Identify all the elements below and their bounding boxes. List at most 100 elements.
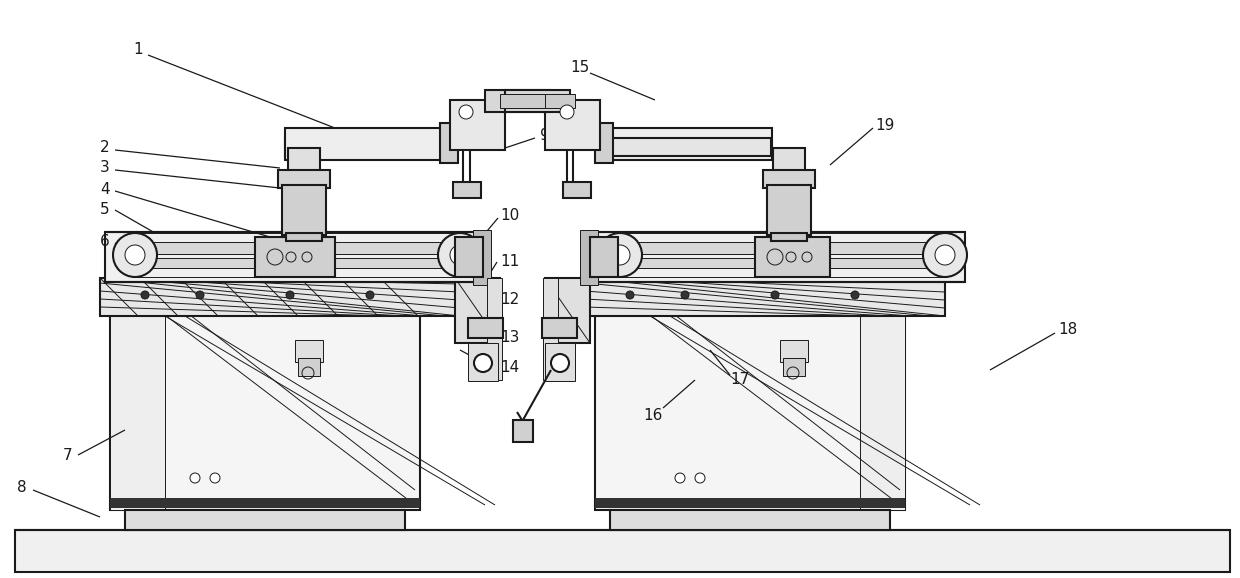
Bar bbox=[543, 325, 558, 380]
Text: 6: 6 bbox=[100, 235, 110, 250]
Circle shape bbox=[459, 105, 472, 119]
Bar bbox=[580, 230, 598, 285]
Circle shape bbox=[851, 291, 859, 299]
Circle shape bbox=[935, 245, 955, 265]
Bar bbox=[605, 242, 960, 254]
Text: 9: 9 bbox=[541, 128, 549, 143]
Bar bbox=[285, 138, 450, 156]
Bar bbox=[455, 278, 500, 343]
Bar bbox=[595, 123, 613, 163]
Text: 12: 12 bbox=[501, 292, 520, 307]
Text: 7: 7 bbox=[63, 447, 73, 462]
Bar bbox=[286, 233, 322, 241]
Bar bbox=[288, 148, 320, 236]
Bar bbox=[295, 340, 322, 362]
Text: 1: 1 bbox=[133, 43, 143, 57]
Bar bbox=[281, 185, 326, 235]
Text: 17: 17 bbox=[730, 372, 750, 387]
Bar bbox=[595, 310, 905, 510]
Text: 3: 3 bbox=[100, 161, 110, 176]
Circle shape bbox=[681, 291, 689, 299]
Bar bbox=[440, 123, 458, 163]
Bar bbox=[453, 182, 481, 198]
Bar bbox=[861, 310, 905, 510]
Circle shape bbox=[210, 473, 219, 483]
Circle shape bbox=[113, 233, 157, 277]
Circle shape bbox=[196, 291, 205, 299]
Text: 11: 11 bbox=[501, 254, 520, 269]
Circle shape bbox=[560, 105, 574, 119]
Text: 16: 16 bbox=[644, 407, 662, 423]
Bar bbox=[472, 230, 491, 285]
Bar bbox=[563, 182, 591, 198]
Bar bbox=[546, 100, 600, 150]
Circle shape bbox=[366, 291, 374, 299]
Bar bbox=[782, 358, 805, 376]
Bar bbox=[110, 310, 165, 510]
Bar bbox=[15, 530, 1230, 572]
Bar bbox=[110, 498, 420, 508]
Bar bbox=[505, 90, 570, 112]
Bar bbox=[298, 358, 320, 376]
Bar bbox=[600, 128, 773, 160]
Bar bbox=[120, 258, 475, 268]
Text: 5: 5 bbox=[100, 202, 110, 217]
Bar bbox=[500, 94, 546, 108]
Bar bbox=[120, 242, 475, 254]
Text: 14: 14 bbox=[501, 361, 520, 376]
Bar bbox=[542, 318, 577, 338]
Text: 10: 10 bbox=[501, 208, 520, 223]
Circle shape bbox=[450, 245, 470, 265]
Bar bbox=[487, 325, 502, 380]
Circle shape bbox=[598, 233, 642, 277]
Bar bbox=[603, 138, 771, 156]
Circle shape bbox=[141, 291, 149, 299]
Circle shape bbox=[474, 354, 492, 372]
Circle shape bbox=[626, 291, 634, 299]
Bar bbox=[590, 237, 618, 277]
Bar bbox=[546, 278, 590, 343]
Bar bbox=[610, 510, 890, 530]
Bar bbox=[125, 510, 405, 530]
Bar bbox=[513, 420, 533, 442]
Bar bbox=[768, 185, 811, 235]
Bar bbox=[485, 90, 551, 112]
Bar bbox=[487, 278, 502, 336]
Bar bbox=[605, 258, 960, 268]
Bar bbox=[543, 278, 558, 333]
Bar bbox=[780, 340, 808, 362]
Text: 2: 2 bbox=[100, 140, 110, 155]
Text: 18: 18 bbox=[1059, 323, 1078, 338]
Text: 15: 15 bbox=[570, 61, 590, 76]
Bar bbox=[285, 128, 455, 160]
Text: 19: 19 bbox=[875, 117, 895, 132]
Bar bbox=[455, 237, 484, 277]
Circle shape bbox=[610, 245, 630, 265]
Bar bbox=[255, 237, 335, 277]
Bar bbox=[585, 278, 945, 316]
Text: 4: 4 bbox=[100, 183, 110, 198]
Bar bbox=[110, 310, 420, 510]
Bar bbox=[755, 237, 830, 277]
Circle shape bbox=[286, 291, 294, 299]
Circle shape bbox=[923, 233, 967, 277]
Circle shape bbox=[438, 233, 482, 277]
Bar bbox=[595, 498, 905, 508]
Text: 8: 8 bbox=[17, 480, 27, 495]
Bar bbox=[771, 233, 807, 241]
Text: 13: 13 bbox=[500, 331, 520, 346]
Bar bbox=[546, 343, 575, 381]
Circle shape bbox=[125, 245, 145, 265]
Bar bbox=[278, 170, 330, 188]
Circle shape bbox=[675, 473, 684, 483]
Circle shape bbox=[551, 354, 569, 372]
Bar bbox=[100, 278, 460, 316]
Bar bbox=[450, 100, 505, 150]
Bar bbox=[773, 148, 805, 236]
Bar bbox=[590, 232, 965, 282]
Bar bbox=[529, 94, 575, 108]
Bar bbox=[763, 170, 815, 188]
Circle shape bbox=[190, 473, 200, 483]
Bar bbox=[467, 318, 503, 338]
Bar bbox=[105, 232, 480, 282]
